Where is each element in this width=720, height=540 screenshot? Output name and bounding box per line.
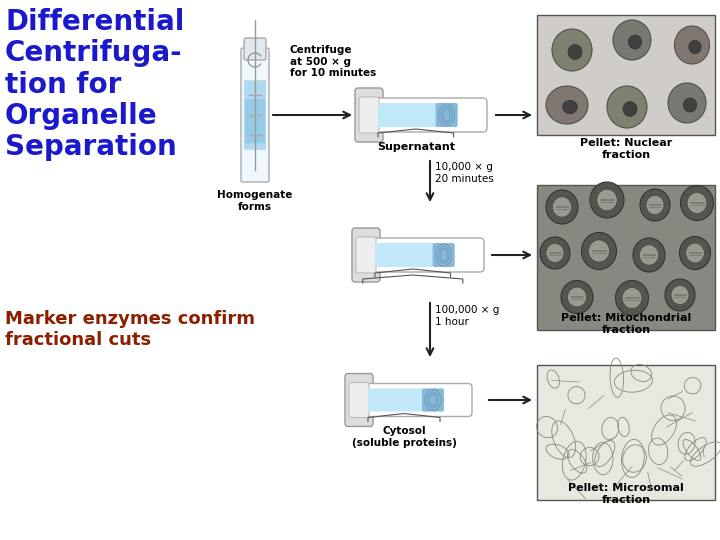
- Ellipse shape: [562, 100, 577, 113]
- Ellipse shape: [561, 280, 593, 314]
- Ellipse shape: [607, 86, 647, 128]
- Ellipse shape: [546, 86, 588, 124]
- FancyBboxPatch shape: [244, 38, 266, 60]
- Ellipse shape: [567, 287, 587, 307]
- Ellipse shape: [687, 192, 707, 213]
- Ellipse shape: [590, 182, 624, 218]
- Text: Cytosol
(soluble proteins): Cytosol (soluble proteins): [351, 427, 456, 448]
- Ellipse shape: [546, 244, 564, 262]
- FancyBboxPatch shape: [245, 99, 265, 143]
- FancyBboxPatch shape: [374, 98, 487, 132]
- FancyBboxPatch shape: [349, 382, 369, 417]
- FancyBboxPatch shape: [433, 243, 454, 267]
- FancyBboxPatch shape: [371, 238, 484, 272]
- Text: Pellet: Nuclear
fraction: Pellet: Nuclear fraction: [580, 138, 672, 160]
- Text: Differential
Centrifuga-
tion for
Organelle
Separation: Differential Centrifuga- tion for Organe…: [5, 8, 184, 161]
- Text: Marker enzymes confirm
fractional cuts: Marker enzymes confirm fractional cuts: [5, 310, 255, 349]
- Ellipse shape: [675, 26, 709, 64]
- Ellipse shape: [597, 189, 617, 211]
- FancyBboxPatch shape: [356, 237, 376, 273]
- Ellipse shape: [639, 245, 659, 265]
- Text: 100,000 × g
1 hour: 100,000 × g 1 hour: [435, 305, 500, 327]
- Ellipse shape: [582, 233, 616, 269]
- Ellipse shape: [683, 98, 697, 112]
- FancyBboxPatch shape: [352, 228, 380, 282]
- FancyBboxPatch shape: [364, 383, 472, 416]
- FancyBboxPatch shape: [422, 388, 444, 411]
- Ellipse shape: [568, 45, 582, 59]
- Bar: [537, 185, 715, 330]
- Ellipse shape: [552, 197, 572, 217]
- Ellipse shape: [629, 35, 642, 49]
- Ellipse shape: [633, 238, 665, 272]
- Ellipse shape: [623, 102, 637, 116]
- FancyBboxPatch shape: [378, 103, 458, 127]
- FancyBboxPatch shape: [345, 374, 373, 427]
- Ellipse shape: [671, 286, 689, 305]
- Text: Centrifuge
at 500 × g
for 10 minutes: Centrifuge at 500 × g for 10 minutes: [290, 45, 377, 78]
- FancyBboxPatch shape: [375, 243, 454, 267]
- Ellipse shape: [588, 240, 610, 262]
- Ellipse shape: [552, 29, 592, 71]
- Ellipse shape: [546, 190, 578, 224]
- Bar: [537, 365, 715, 500]
- Ellipse shape: [616, 280, 649, 315]
- Ellipse shape: [640, 189, 670, 221]
- FancyBboxPatch shape: [436, 103, 458, 127]
- Ellipse shape: [665, 279, 695, 311]
- Ellipse shape: [680, 186, 714, 220]
- Ellipse shape: [540, 237, 570, 269]
- Text: Pellet: Mitochondrial
fraction: Pellet: Mitochondrial fraction: [561, 313, 691, 335]
- Text: Pellet: Microsomal
fraction: Pellet: Microsomal fraction: [568, 483, 684, 504]
- Ellipse shape: [685, 243, 704, 263]
- FancyBboxPatch shape: [241, 48, 269, 182]
- Text: 10,000 × g
20 minutes: 10,000 × g 20 minutes: [435, 162, 494, 184]
- Ellipse shape: [680, 237, 711, 269]
- Ellipse shape: [613, 20, 651, 60]
- FancyBboxPatch shape: [355, 88, 383, 142]
- FancyBboxPatch shape: [244, 80, 266, 150]
- Text: Supernatant: Supernatant: [377, 142, 455, 152]
- FancyBboxPatch shape: [359, 97, 379, 133]
- Ellipse shape: [646, 195, 664, 214]
- Ellipse shape: [622, 287, 642, 308]
- Bar: [537, 15, 715, 135]
- Ellipse shape: [668, 83, 706, 123]
- Ellipse shape: [689, 40, 701, 53]
- FancyBboxPatch shape: [368, 388, 444, 411]
- Text: Homogenate
forms: Homogenate forms: [217, 190, 293, 212]
